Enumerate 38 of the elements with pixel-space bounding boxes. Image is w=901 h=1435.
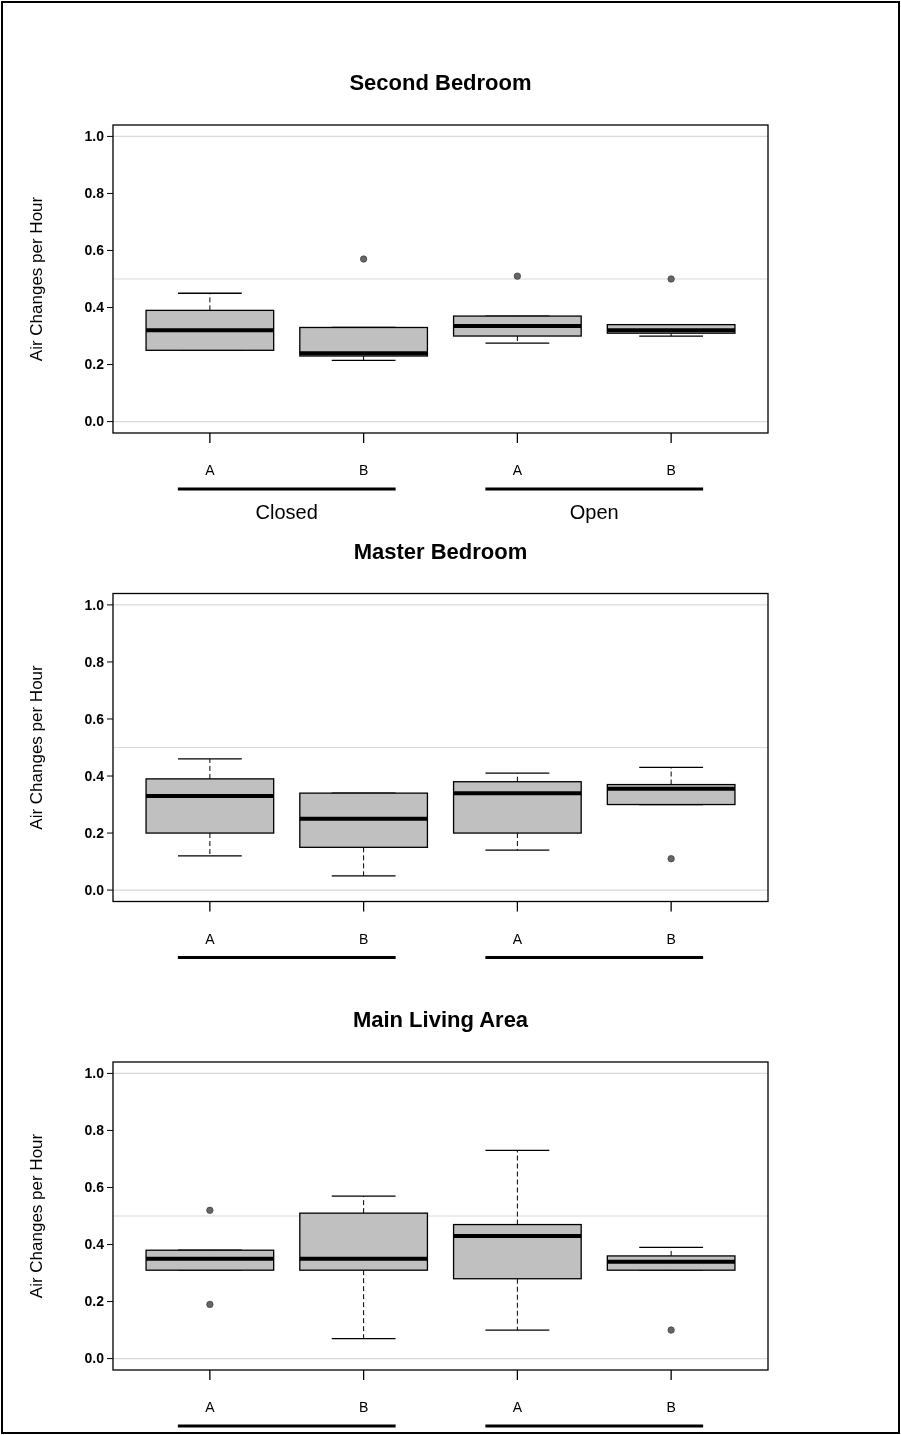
y-tick-label: 0.2	[84, 1293, 105, 1310]
y-axis-title: Air Changes per Hour	[27, 664, 46, 830]
y-tick-label: 1.0	[84, 128, 105, 145]
chart-title: Master Bedroom	[353, 538, 528, 564]
y-tick-label: 0.6	[84, 710, 105, 727]
x-tick-label: B	[666, 462, 676, 478]
x-tick-label: A	[512, 462, 523, 478]
y-tick-label: 0.2	[84, 356, 105, 373]
y-tick-label: 0.4	[84, 299, 105, 316]
x-tick-label: B	[666, 1399, 676, 1415]
x-tick-label: B	[666, 930, 676, 947]
y-tick-label: 0.8	[84, 185, 105, 202]
y-tick-label: 0.8	[84, 1122, 105, 1139]
x-tick-label: A	[205, 462, 216, 478]
x-tick-label: B	[358, 462, 369, 478]
y-tick-label: 0.2	[84, 824, 105, 841]
chart-title: Second Bedroom	[349, 70, 532, 95]
y-tick-label: 0.0	[84, 413, 105, 430]
y-tick-label: 0.6	[84, 242, 105, 259]
x-tick-label: A	[512, 1399, 523, 1415]
x-tick-label: A	[205, 930, 216, 947]
text: Closed	[255, 501, 318, 523]
chart-title: Main Living Area	[352, 1007, 529, 1032]
x-tick-label: A	[205, 1399, 216, 1415]
x-tick-label: B	[358, 1399, 369, 1415]
text: Open	[569, 501, 619, 523]
x-tick-label: B	[358, 930, 369, 947]
y-axis-title: Air Changes per Hour	[27, 1133, 46, 1299]
y-tick-label: 0.0	[84, 1350, 105, 1367]
y-tick-label: 0.8	[84, 653, 105, 670]
x-tick-label: A	[512, 930, 523, 947]
y-tick-label: 0.0	[84, 881, 105, 898]
y-tick-label: 0.6	[84, 1179, 105, 1196]
y-axis-title: Air Changes per Hour	[27, 196, 46, 362]
y-tick-label: 1.0	[84, 596, 105, 613]
y-tick-label: 1.0	[84, 1065, 105, 1082]
y-tick-label: 0.4	[84, 1236, 105, 1253]
y-tick-label: 0.4	[84, 767, 105, 784]
